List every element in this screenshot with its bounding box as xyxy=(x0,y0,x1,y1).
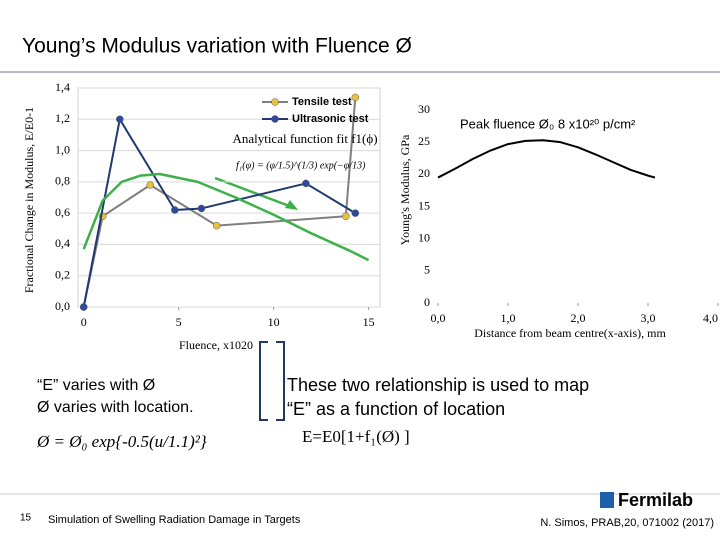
y-tick-label: 0,2 xyxy=(55,267,70,281)
arrow-head xyxy=(285,200,298,210)
legend-marker xyxy=(271,115,279,123)
data-point xyxy=(342,212,350,221)
y-tick-label: 20 xyxy=(418,166,430,180)
y-tick-label: 30 xyxy=(418,102,430,116)
right-text: “E” as a function of location xyxy=(287,399,505,419)
bracket xyxy=(276,341,285,421)
y-tick-label: 10 xyxy=(418,230,430,244)
x-tick-label: 0,0 xyxy=(431,311,446,325)
logo: Fermilab xyxy=(618,490,693,510)
x-tick-label: 3,0 xyxy=(641,311,656,325)
data-point xyxy=(146,181,154,189)
data-point xyxy=(197,204,206,213)
page-number: 15 xyxy=(20,513,32,524)
y-tick-label: 0,4 xyxy=(55,236,70,250)
left-text: Ø varies with location. xyxy=(37,399,194,416)
data-point xyxy=(171,206,179,214)
logo-mark xyxy=(600,492,614,508)
right-formula: E=E0[1+f₁(Ø) ] xyxy=(302,427,410,446)
y-axis-label: Young's Modulus, GPa xyxy=(398,134,412,245)
annotation: Peak fluence Ø₀ 8 x10²⁰ p/cm² xyxy=(460,116,636,131)
data-point xyxy=(351,209,360,217)
y-tick-label: 0,8 xyxy=(55,174,70,188)
data-point xyxy=(212,221,221,230)
footer-text: Simulation of Swelling Radiation Damage … xyxy=(48,514,301,526)
x-tick-label: 2,0 xyxy=(571,311,586,325)
x-tick-label: 0 xyxy=(81,315,87,329)
data-point xyxy=(79,303,88,311)
data-point xyxy=(351,93,360,102)
left-text: “E” varies with Ø xyxy=(37,377,155,394)
data-point xyxy=(116,115,124,124)
y-tick-label: 1,0 xyxy=(55,142,70,156)
x-tick-label: 4,0 xyxy=(703,311,718,325)
x-tick-label: 15 xyxy=(363,315,375,329)
annotation: Analytical function fit f1(ϕ) xyxy=(232,131,377,146)
x-tick-label: 10 xyxy=(268,315,280,329)
legend-label: Tensile test xyxy=(292,96,352,108)
y-tick-label: 0,6 xyxy=(55,205,70,219)
x-tick-label: 5 xyxy=(176,315,182,329)
y-tick-label: 15 xyxy=(418,198,430,212)
y-axis-label: Fractional Change in Modulus, E/E0-1 xyxy=(22,107,36,293)
left-formula: Ø = Ø₀ exp{-0.5(u/1.1)²} xyxy=(36,432,207,451)
series-line xyxy=(82,118,356,308)
y-tick-label: 0,0 xyxy=(55,299,70,313)
y-tick-label: 25 xyxy=(418,134,430,148)
right-text: These two relationship is used to map xyxy=(287,375,589,395)
series-line xyxy=(82,172,370,262)
formula: f₁(φ) = (φ/1.5)^(1/3) exp(−φ/13) xyxy=(236,160,366,171)
bracket xyxy=(259,341,268,421)
y-tick-label: 1,2 xyxy=(55,111,70,125)
data-point xyxy=(302,179,310,188)
series-line xyxy=(82,97,357,308)
legend-marker xyxy=(271,98,279,106)
y-tick-label: 0 xyxy=(424,295,430,309)
citation: N. Simos, PRAB,20, 071002 (2017) xyxy=(540,517,714,529)
y-tick-label: 1,4 xyxy=(55,80,70,94)
x-tick-label: 1,0 xyxy=(501,311,516,325)
y-tick-label: 5 xyxy=(424,263,430,277)
annotation-arrow xyxy=(214,176,293,209)
x-axis-label: Fluence, x1020 xyxy=(179,338,253,352)
x-axis-label: Distance from beam centre(x-axis), mm xyxy=(474,326,666,340)
slide-title: Young’s Modulus variation with Fluence Ø xyxy=(22,35,412,58)
legend-label: Ultrasonic test xyxy=(292,113,369,125)
series-line xyxy=(437,139,656,179)
